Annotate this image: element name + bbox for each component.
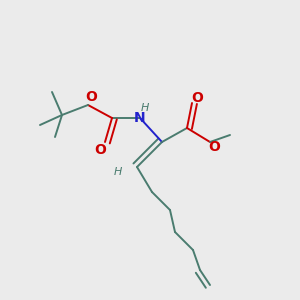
Text: H: H xyxy=(114,167,122,177)
Text: N: N xyxy=(134,111,146,125)
Text: O: O xyxy=(208,140,220,154)
Text: O: O xyxy=(94,143,106,157)
Text: H: H xyxy=(141,103,149,113)
Text: O: O xyxy=(191,91,203,105)
Text: O: O xyxy=(85,90,97,104)
